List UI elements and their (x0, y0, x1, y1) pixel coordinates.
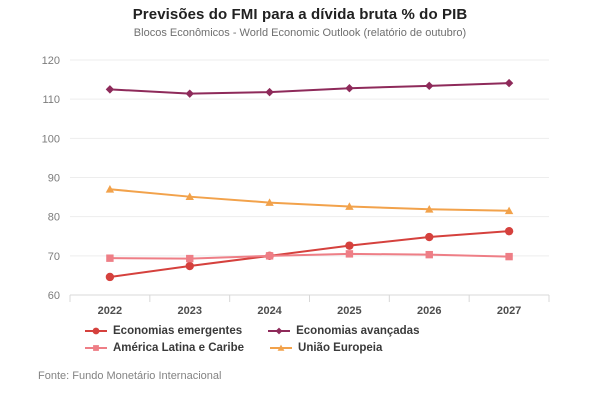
legend-label: Economias emergentes (113, 325, 243, 337)
data-point-diamond (105, 85, 115, 94)
x-tick-label: 2022 (98, 305, 122, 317)
y-axis-labels: 60 70 80 90 100 110 120 (42, 55, 60, 302)
legend-label: Economias avançadas (296, 325, 420, 337)
series-diamond (105, 78, 514, 98)
data-point-triangle (425, 205, 434, 213)
legend-label: União Europeia (298, 342, 383, 354)
x-tick-label: 2027 (497, 305, 521, 317)
data-point-diamond (275, 327, 283, 335)
y-tick-label: 70 (48, 251, 60, 263)
y-tick-label: 90 (48, 173, 60, 185)
data-point-square (106, 254, 114, 262)
legend-diamond-icon (268, 327, 291, 335)
data-point-square (345, 250, 354, 258)
series-triangle (105, 185, 514, 215)
y-gridlines (70, 59, 549, 296)
data-point-triangle (504, 206, 514, 215)
data-point-triangle (185, 192, 194, 201)
data-point-circle (92, 327, 100, 335)
chart-subtitle: Blocos Econômicos - World Economic Outlo… (133, 27, 467, 39)
x-axis-labels: 2022 2023 2024 2025 2026 2027 (98, 305, 522, 317)
source-note: Fonte: Fundo Monetário Internacional (38, 370, 222, 382)
data-point-square (93, 345, 99, 351)
legend-circle-icon (85, 327, 107, 335)
legend-item: União Europeia (270, 342, 382, 354)
chart-legend: Economias emergentes Economias avançadas A… (85, 325, 597, 354)
chart-title: Previsões do FMI para a dívida bruta % d… (132, 6, 468, 23)
series-circle (105, 226, 514, 282)
data-point-square (186, 254, 194, 263)
y-tick-label: 110 (42, 94, 60, 106)
y-tick-label: 100 (42, 133, 60, 145)
data-point-diamond (265, 87, 274, 97)
data-point-circle (425, 232, 434, 242)
data-point-triangle (345, 202, 354, 210)
x-tick-label: 2026 (417, 305, 441, 317)
data-point-circle (185, 261, 194, 271)
y-tick-label: 120 (42, 55, 60, 67)
legend-item: América Latina e Caribe (85, 342, 244, 354)
x-tick-label: 2025 (337, 305, 361, 317)
data-point-triangle (265, 198, 274, 206)
data-point-circle (504, 226, 514, 236)
data-point-triangle (277, 344, 285, 351)
data-point-circle (345, 241, 354, 250)
legend-label: América Latina e Caribe (113, 342, 245, 354)
x-tick-label: 2023 (178, 305, 202, 317)
legend-triangle-icon (270, 344, 293, 351)
x-axis-ticks (69, 295, 550, 302)
data-point-square (265, 252, 274, 260)
y-tick-label: 80 (48, 212, 60, 224)
data-point-diamond (185, 89, 194, 98)
data-point-diamond (345, 84, 354, 93)
legend-item: Economias emergentes (85, 325, 242, 337)
data-point-triangle (105, 185, 115, 193)
series-line (108, 252, 511, 260)
data-point-diamond (504, 78, 514, 88)
series-square (106, 250, 513, 263)
data-point-square (505, 252, 513, 261)
data-point-square (425, 250, 433, 259)
x-tick-label: 2024 (257, 305, 282, 317)
legend-square-icon (85, 345, 107, 351)
series-line (108, 188, 511, 212)
series-line (108, 82, 511, 95)
data-point-circle (105, 272, 115, 282)
y-tick-label: 60 (48, 290, 60, 302)
data-point-diamond (425, 81, 434, 91)
legend-item: Economias avançadas (268, 325, 419, 337)
series-line (108, 230, 511, 278)
